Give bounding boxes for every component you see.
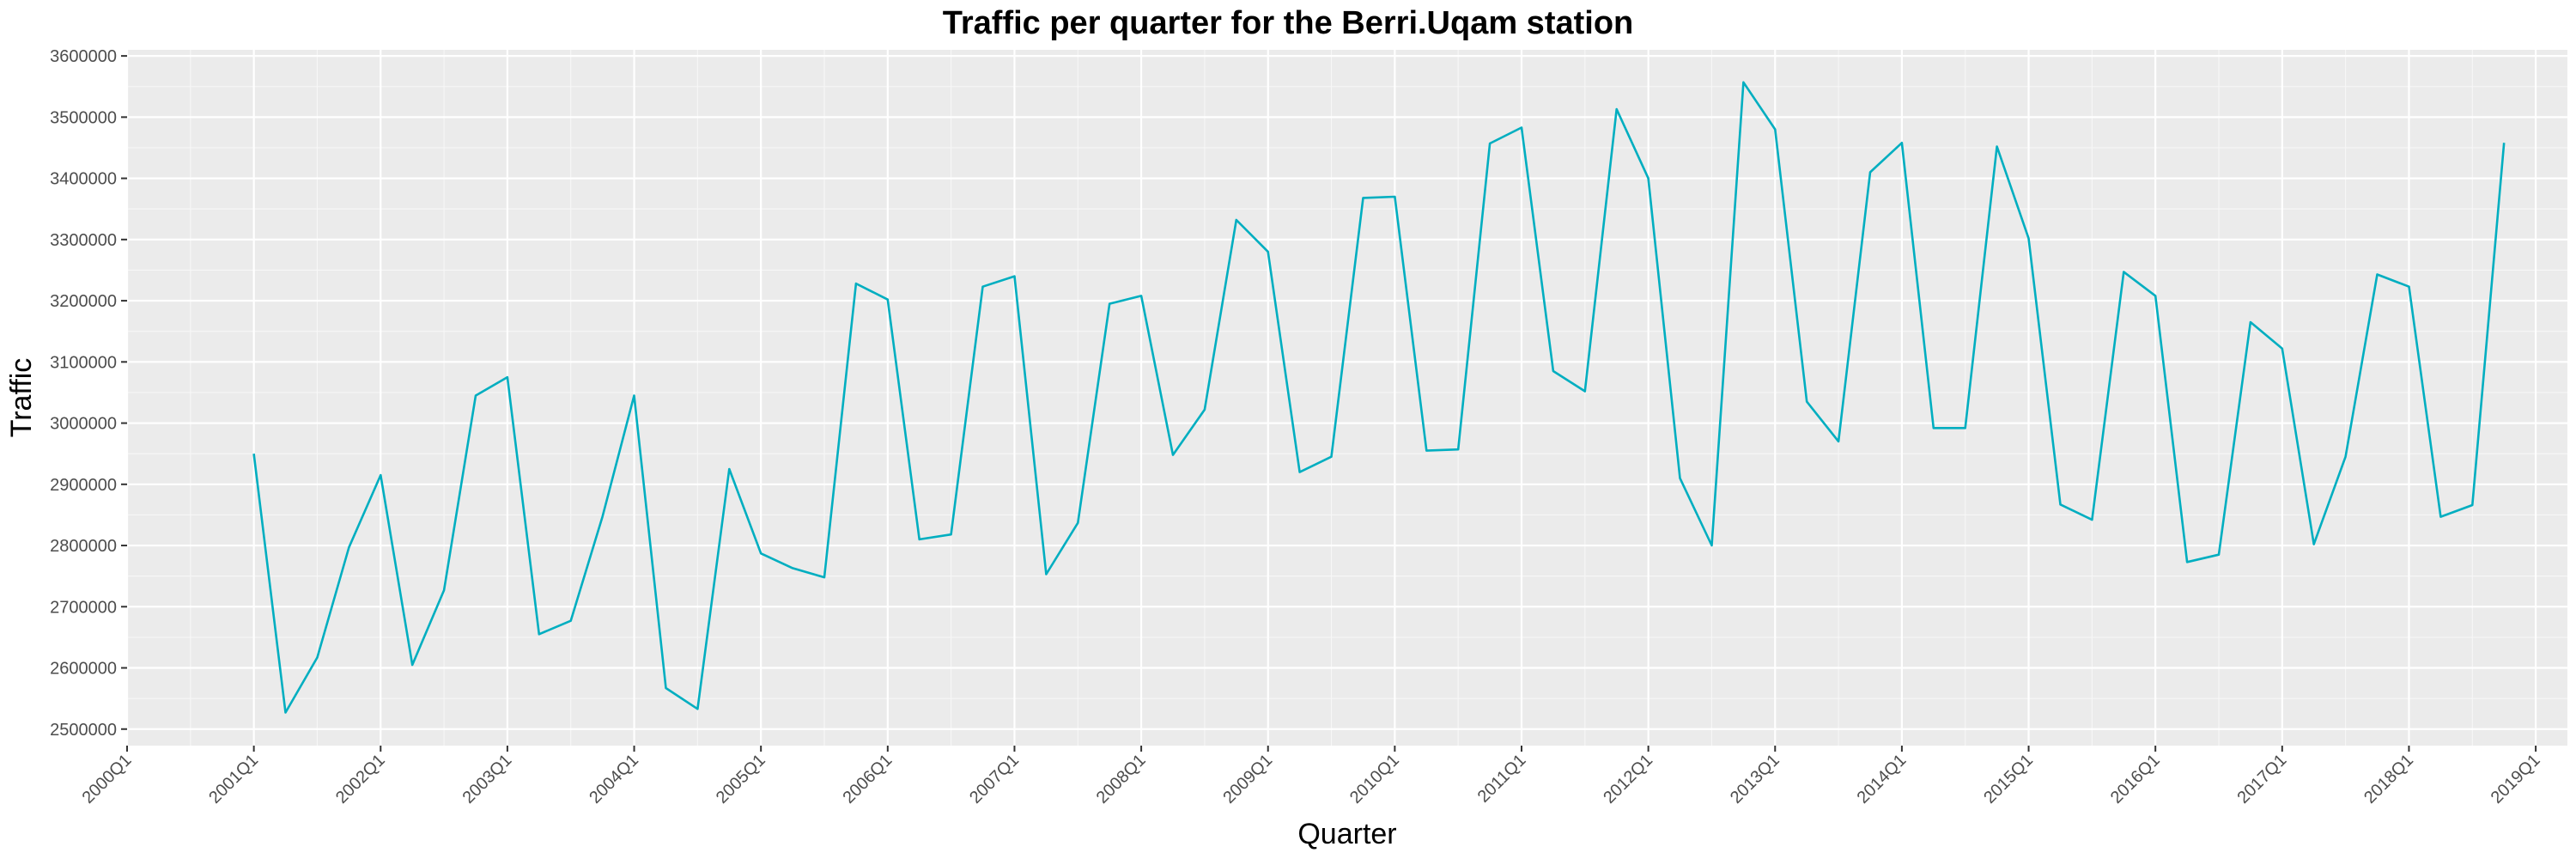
- x-tick-label: 2006Q1: [839, 751, 896, 807]
- x-tick-label: 2011Q1: [1474, 751, 1530, 807]
- y-tick-label: 3000000: [50, 415, 117, 434]
- y-axis: 2500000 2600000 2700000 2800000 2900000 30000…: [50, 47, 127, 740]
- y-tick-label: 3100000: [50, 353, 117, 372]
- major-gridlines: [125, 50, 2567, 746]
- y-tick-label: 2800000: [50, 537, 117, 556]
- minor-gridlines: [127, 50, 2567, 746]
- x-tick-label: 2016Q1: [2107, 751, 2164, 807]
- y-tick-label: 2500000: [50, 721, 117, 740]
- y-tick-label: 3400000: [50, 170, 117, 189]
- y-tick-label: 3600000: [50, 47, 117, 66]
- x-tick-label: 2018Q1: [2360, 751, 2417, 807]
- x-tick-label: 2002Q1: [332, 751, 389, 807]
- chart-title: Traffic per quarter for the Berri.Uqam s…: [942, 5, 1634, 41]
- x-tick-label: 2014Q1: [1854, 751, 1911, 807]
- x-tick-label: 2019Q1: [2488, 751, 2544, 807]
- y-tick-label: 2600000: [50, 660, 117, 679]
- x-axis: 2000Q1 2001Q1 2002Q1 2003Q1 2004Q1 2005Q1 2006…: [79, 746, 2544, 807]
- x-tick-label: 2010Q1: [1346, 751, 1403, 807]
- plot-background: [127, 50, 2567, 746]
- x-tick-label: 2015Q1: [1980, 751, 2037, 807]
- x-tick-label: 2004Q1: [586, 751, 642, 807]
- x-tick-label: 2009Q1: [1219, 751, 1276, 807]
- y-tick-label: 2900000: [50, 476, 117, 495]
- y-tick-label: 3300000: [50, 231, 117, 250]
- x-tick-label: 2005Q1: [713, 751, 769, 807]
- series-layer: [252, 81, 2506, 714]
- x-tick-label: 2013Q1: [1727, 751, 1783, 807]
- y-tick-label: 2700000: [50, 598, 117, 617]
- y-tick-label: 3200000: [50, 292, 117, 311]
- x-tick-label: 2008Q1: [1093, 751, 1150, 807]
- x-tick-label: 2001Q1: [205, 751, 262, 807]
- x-tick-label: 2017Q1: [2233, 751, 2290, 807]
- x-tick-label: 2003Q1: [459, 751, 516, 807]
- x-tick-label: 2000Q1: [79, 751, 136, 807]
- x-tick-label: 2007Q1: [966, 751, 1023, 807]
- x-axis-title: Quarter: [1297, 818, 1396, 850]
- y-tick-label: 3500000: [50, 108, 117, 127]
- x-tick-label: 2012Q1: [1600, 751, 1656, 807]
- y-axis-title: Traffic: [5, 358, 38, 438]
- traffic-series-line: [252, 81, 2506, 714]
